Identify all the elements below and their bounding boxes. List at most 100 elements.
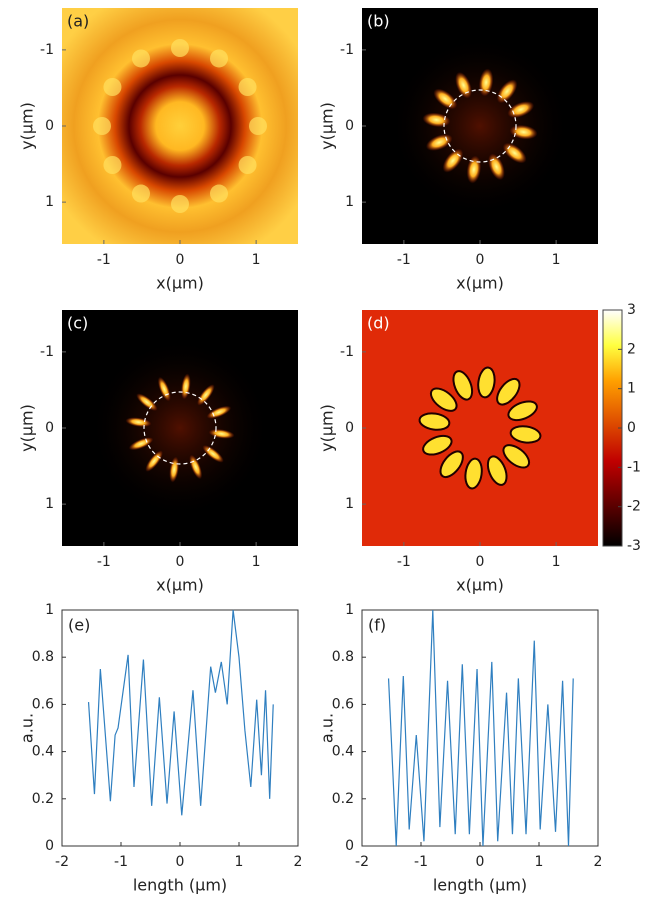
x-tick-label: 1 xyxy=(252,252,261,268)
fringe xyxy=(132,49,150,68)
x-tick-label: 1 xyxy=(552,554,561,570)
y-tick-label: -1 xyxy=(40,344,54,360)
fringe xyxy=(210,49,228,68)
petal xyxy=(464,457,483,490)
colorbar-tick-label: 1 xyxy=(627,381,636,397)
petal xyxy=(509,124,538,140)
x-tick-label: 1 xyxy=(235,854,244,870)
petal xyxy=(466,155,482,184)
y-tick-label: 1 xyxy=(45,496,54,512)
petal xyxy=(509,425,542,444)
y-tick-label: 0 xyxy=(45,118,54,134)
panel-label: (e) xyxy=(68,616,90,635)
petal xyxy=(136,393,158,411)
panel-label: (f) xyxy=(368,616,386,635)
petal xyxy=(202,445,224,463)
x-axis-label: length (μm) xyxy=(433,876,527,895)
panel-label: (b) xyxy=(367,12,390,31)
x-tick-label: 1 xyxy=(552,252,561,268)
y-tick-label: 0 xyxy=(345,420,354,436)
fringe xyxy=(103,78,122,96)
y-axis-label: a.u. xyxy=(18,713,37,743)
x-axis-label: x(μm) xyxy=(456,274,504,293)
fringe xyxy=(171,195,189,213)
petal xyxy=(422,112,451,128)
petal xyxy=(452,370,474,401)
y-tick-label: 0.8 xyxy=(332,649,354,665)
y-tick-label: 0.4 xyxy=(332,744,354,760)
petal xyxy=(128,437,154,451)
petal xyxy=(477,366,496,399)
y-tick-label: 0 xyxy=(345,838,354,854)
y-axis-label: y(μm) xyxy=(318,404,337,452)
y-tick-label: 1 xyxy=(45,602,54,618)
fringe xyxy=(171,39,189,57)
data-line xyxy=(87,609,274,816)
x-tick-label: 0 xyxy=(476,252,485,268)
halo xyxy=(90,338,270,518)
petal xyxy=(418,412,451,431)
x-tick-label: 2 xyxy=(294,854,303,870)
x-tick-label: 0 xyxy=(176,252,185,268)
y-tick-label: -1 xyxy=(340,42,354,58)
colorbar-tick-label: -3 xyxy=(627,538,641,554)
x-tick-label: -2 xyxy=(355,854,369,870)
colorbar-tick-label: 0 xyxy=(627,420,636,436)
image xyxy=(362,310,598,546)
x-tick-label: -1 xyxy=(114,854,128,870)
y-axis-label: y(μm) xyxy=(18,102,37,150)
y-axis-label: y(μm) xyxy=(318,102,337,150)
colorbar-tick-label: -2 xyxy=(627,499,641,515)
fringe xyxy=(132,184,150,203)
colorbar-tick-label: 3 xyxy=(627,302,636,318)
y-tick-label: 0 xyxy=(45,838,54,854)
fringe xyxy=(93,117,111,135)
fringe xyxy=(238,78,257,96)
dashed-circle xyxy=(143,391,217,465)
x-axis-label: x(μm) xyxy=(156,274,204,293)
panel-label: (a) xyxy=(67,12,89,31)
fringe xyxy=(103,156,122,174)
fringe xyxy=(210,184,228,203)
x-tick-label: -1 xyxy=(397,252,411,268)
dashed-circle xyxy=(443,89,517,163)
x-tick-label: 0 xyxy=(176,554,185,570)
x-tick-label: 1 xyxy=(252,554,261,570)
petal xyxy=(206,405,232,419)
x-axis-label: length (μm) xyxy=(133,876,227,895)
x-tick-label: -1 xyxy=(414,854,428,870)
fringe xyxy=(249,117,267,135)
y-axis-label: a.u. xyxy=(318,713,337,743)
y-tick-label: 0.6 xyxy=(32,696,54,712)
petal xyxy=(157,376,171,402)
y-tick-label: 0.2 xyxy=(332,791,354,807)
y-tick-label: 1 xyxy=(345,496,354,512)
petal xyxy=(478,68,494,97)
y-tick-label: 1 xyxy=(345,194,354,210)
panel-label: (c) xyxy=(67,314,88,333)
petal xyxy=(422,434,453,456)
x-tick-label: 0 xyxy=(476,554,485,570)
petal xyxy=(197,384,215,406)
x-tick-label: 1 xyxy=(535,854,544,870)
y-tick-label: 1 xyxy=(345,602,354,618)
data-line xyxy=(387,609,574,847)
colorbar-tick-label: 2 xyxy=(627,341,636,357)
halo xyxy=(390,36,570,216)
x-tick-label: -1 xyxy=(97,554,111,570)
fringe xyxy=(238,156,257,174)
panel-label: (d) xyxy=(367,314,390,333)
y-tick-label: 1 xyxy=(45,194,54,210)
x-tick-label: 2 xyxy=(594,854,603,870)
x-axis-label: x(μm) xyxy=(456,576,504,595)
x-tick-label: -1 xyxy=(397,554,411,570)
y-tick-label: 0.8 xyxy=(32,649,54,665)
colorbar-tick-label: -1 xyxy=(627,459,641,475)
petal xyxy=(439,450,464,479)
petal xyxy=(429,387,458,412)
petal xyxy=(145,450,163,472)
x-tick-label: 0 xyxy=(476,854,485,870)
petal xyxy=(502,444,531,469)
y-tick-label: 0 xyxy=(45,420,54,436)
